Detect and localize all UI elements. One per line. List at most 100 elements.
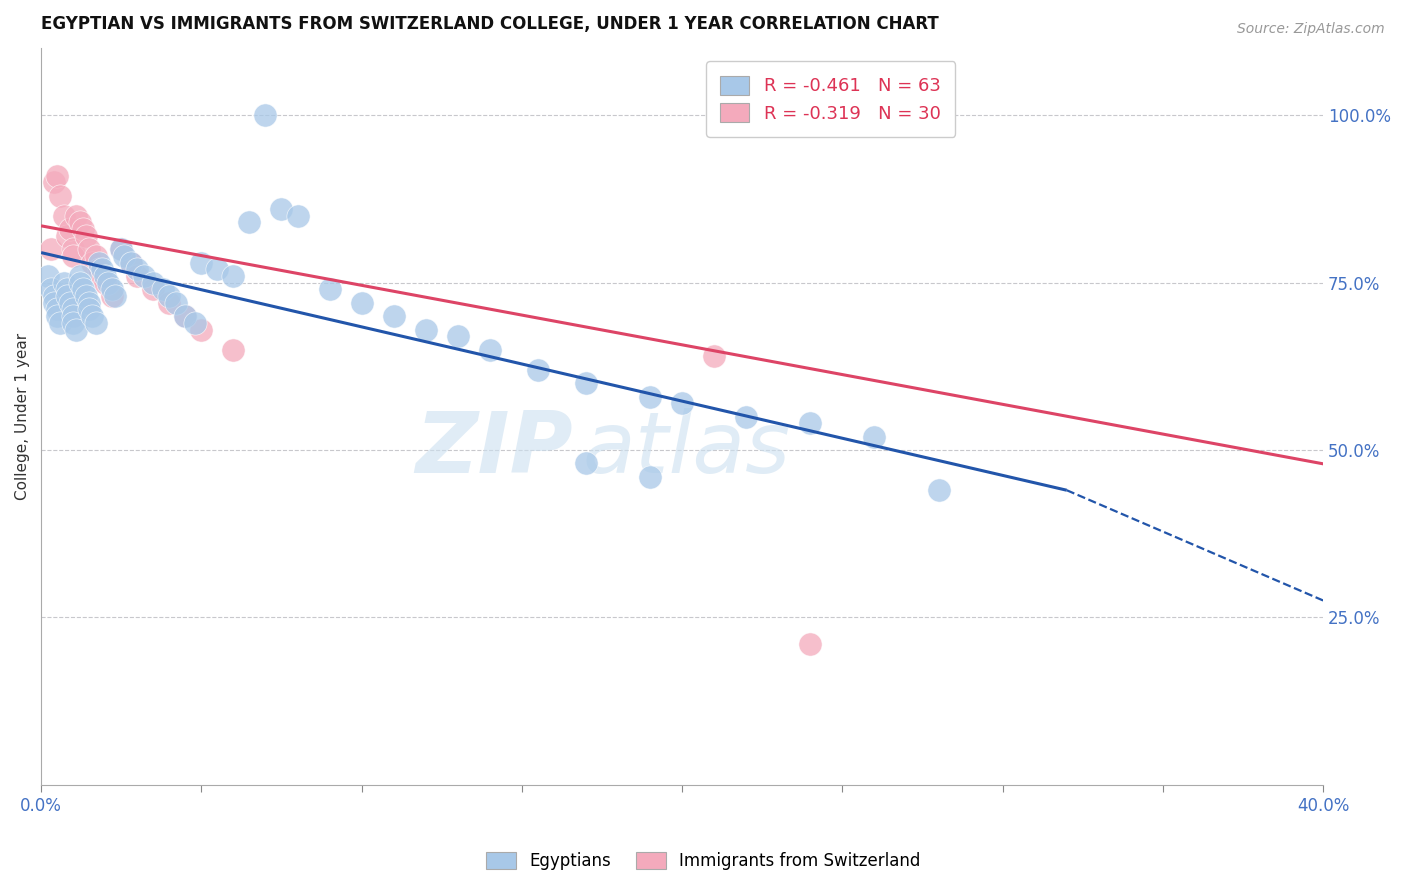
Point: [575, 376, 598, 391]
Point: [62, 302, 84, 317]
Point: [39, 242, 62, 256]
Point: [120, 255, 142, 269]
Point: [120, 255, 142, 269]
Point: [82, 255, 104, 269]
Point: [928, 483, 950, 498]
Point: [69, 276, 91, 290]
Point: [318, 282, 340, 296]
Point: [72, 222, 94, 236]
Point: [114, 249, 136, 263]
Point: [165, 295, 187, 310]
Point: [69, 268, 91, 283]
Point: [222, 343, 245, 357]
Point: [59, 295, 82, 310]
Point: [638, 470, 661, 484]
Point: [287, 209, 309, 223]
Point: [87, 255, 110, 269]
Point: [72, 282, 94, 296]
Text: Source: ZipAtlas.com: Source: ZipAtlas.com: [1237, 22, 1385, 37]
Text: atlas: atlas: [582, 409, 790, 491]
Point: [62, 309, 84, 323]
Point: [49, 188, 72, 202]
Point: [87, 262, 110, 277]
Point: [97, 276, 120, 290]
Point: [46, 169, 69, 183]
Point: [671, 396, 693, 410]
Point: [415, 322, 437, 336]
Point: [55, 289, 77, 303]
Point: [127, 262, 149, 277]
Point: [77, 295, 100, 310]
Point: [100, 282, 122, 296]
Point: [37, 268, 59, 283]
Point: [184, 316, 207, 330]
Point: [132, 268, 155, 283]
Point: [55, 282, 77, 296]
Point: [49, 316, 72, 330]
Point: [52, 209, 75, 223]
Point: [46, 302, 69, 317]
Point: [65, 322, 87, 336]
Point: [84, 316, 107, 330]
Point: [152, 282, 174, 296]
Text: EGYPTIAN VS IMMIGRANTS FROM SWITZERLAND COLLEGE, UNDER 1 YEAR CORRELATION CHART: EGYPTIAN VS IMMIGRANTS FROM SWITZERLAND …: [41, 15, 939, 33]
Point: [104, 289, 127, 303]
Point: [59, 222, 82, 236]
Point: [638, 390, 661, 404]
Point: [382, 309, 405, 323]
Point: [174, 309, 197, 323]
Point: [863, 430, 886, 444]
Legend: R = -0.461   N = 63, R = -0.319   N = 30: R = -0.461 N = 63, R = -0.319 N = 30: [706, 62, 955, 137]
Text: ZIP: ZIP: [416, 409, 574, 491]
Point: [190, 322, 212, 336]
Point: [157, 295, 180, 310]
Point: [82, 309, 104, 323]
Point: [238, 215, 260, 229]
Point: [91, 262, 114, 277]
Point: [94, 276, 117, 290]
Point: [703, 350, 725, 364]
Point: [190, 255, 212, 269]
Point: [142, 276, 165, 290]
Point: [142, 282, 165, 296]
Point: [799, 417, 821, 431]
Point: [174, 309, 197, 323]
Point: [254, 108, 277, 122]
Point: [270, 202, 292, 216]
Point: [350, 295, 373, 310]
Point: [222, 268, 245, 283]
Point: [110, 242, 132, 256]
Point: [127, 268, 149, 283]
Point: [75, 228, 97, 243]
Point: [77, 302, 100, 317]
Point: [94, 268, 117, 283]
Point: [39, 282, 62, 296]
Point: [62, 316, 84, 330]
Point: [42, 289, 65, 303]
Point: [65, 209, 87, 223]
Point: [77, 242, 100, 256]
Legend: Egyptians, Immigrants from Switzerland: Egyptians, Immigrants from Switzerland: [479, 845, 927, 877]
Point: [62, 242, 84, 256]
Point: [42, 175, 65, 189]
Point: [46, 309, 69, 323]
Point: [207, 262, 229, 277]
Point: [575, 457, 598, 471]
Point: [110, 242, 132, 256]
Point: [91, 268, 114, 283]
Point: [527, 363, 550, 377]
Point: [447, 329, 470, 343]
Y-axis label: College, Under 1 year: College, Under 1 year: [15, 333, 30, 500]
Point: [157, 289, 180, 303]
Point: [52, 276, 75, 290]
Point: [478, 343, 501, 357]
Point: [62, 249, 84, 263]
Point: [42, 295, 65, 310]
Point: [735, 409, 758, 424]
Point: [84, 249, 107, 263]
Point: [100, 289, 122, 303]
Point: [55, 228, 77, 243]
Point: [799, 637, 821, 651]
Point: [75, 289, 97, 303]
Point: [69, 215, 91, 229]
